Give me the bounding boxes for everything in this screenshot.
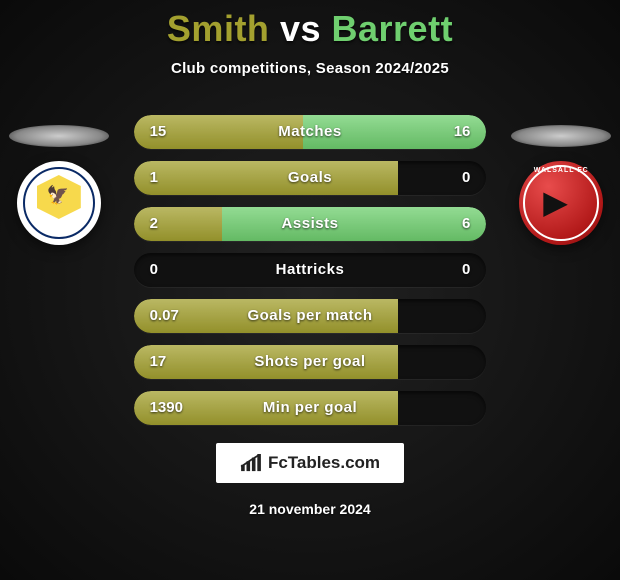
stat-value-right: 16 [454,115,471,149]
left-shadow-ellipse [9,125,109,147]
right-crest-column: WALSALL FC ▶ [502,125,620,245]
stat-row: 0.07Goals per match [134,299,487,333]
stat-row: 17Shots per goal [134,345,487,379]
player1-name: Smith [167,8,270,49]
content-root: Smith vs Barrett Club competitions, Seas… [0,0,620,580]
subtitle: Club competitions, Season 2024/2025 [171,60,449,77]
watermark-badge: FcTables.com [216,443,404,483]
right-shadow-ellipse [511,125,611,147]
comparison-title: Smith vs Barrett [167,8,453,50]
stat-bars: 15Matches161Goals02Assists60Hattricks00.… [134,115,487,425]
stat-row: 2Assists6 [134,207,487,241]
left-crest-column: 🦅 [0,125,118,245]
player2-name: Barrett [332,8,454,49]
chart-icon [240,454,262,472]
right-team-crest: WALSALL FC ▶ [519,161,603,245]
date-text: 21 november 2024 [249,501,370,517]
stat-value-right: 0 [462,253,470,287]
stat-row: 1Goals0 [134,161,487,195]
stat-label: Matches [134,115,487,149]
crest-text: WALSALL FC [519,167,603,174]
left-team-crest: 🦅 [17,161,101,245]
main-row: 🦅 15Matches161Goals02Assists60Hattricks0… [0,115,620,425]
stat-label: Hattricks [134,253,487,287]
stat-row: 15Matches16 [134,115,487,149]
stat-label: Goals [134,161,487,195]
stat-label: Shots per goal [134,345,487,379]
watermark-text: FcTables.com [268,453,380,473]
stat-value-right: 0 [462,161,470,195]
eagle-icon: 🦅 [47,185,69,206]
swift-icon: ▶ [543,183,568,221]
stat-label: Min per goal [134,391,487,425]
stat-label: Goals per match [134,299,487,333]
stat-value-right: 6 [462,207,470,241]
stat-row: 0Hattricks0 [134,253,487,287]
stat-row: 1390Min per goal [134,391,487,425]
stat-label: Assists [134,207,487,241]
vs-text: vs [280,8,321,49]
